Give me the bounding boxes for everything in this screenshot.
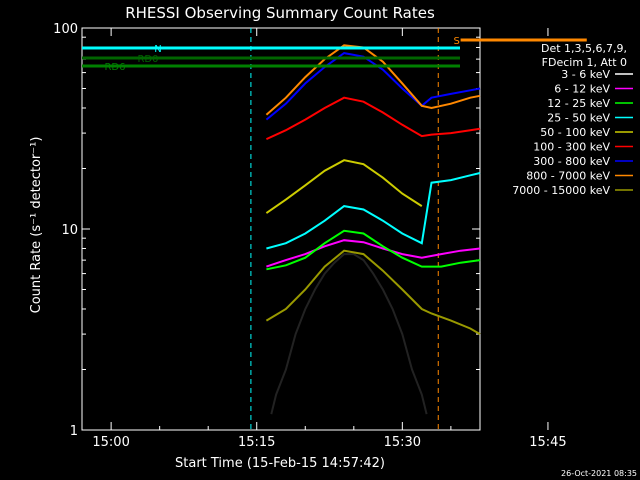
- x-tick-label: 15:45: [529, 435, 566, 450]
- x-tick-label: 15:30: [384, 435, 421, 450]
- y-axis-label: Count Rate (s⁻¹ detector⁻¹): [29, 137, 44, 314]
- legend-entry-label: 100 - 300 keV: [533, 141, 610, 154]
- series-line: [265, 159, 423, 214]
- y-tick-label: 10: [61, 223, 78, 238]
- legend-entry-label: 300 - 800 keV: [533, 155, 610, 168]
- x-axis-label: Start Time (15-Feb-15 14:57:42): [175, 456, 385, 471]
- chart-title: RHESSI Observing Summary Count Rates: [125, 4, 435, 22]
- legend-header-line: FDecim 1, Att 0: [542, 56, 627, 69]
- series-line: [265, 96, 481, 141]
- legend-entry-label: 12 - 25 keV: [547, 97, 610, 110]
- series-line: [266, 229, 481, 271]
- legend-entry-label: 7000 - 15000 keV: [512, 184, 610, 197]
- legend-entry-label: 50 - 100 keV: [540, 126, 610, 139]
- y-tick-label: 100: [53, 22, 78, 37]
- series-line: [265, 52, 481, 121]
- x-tick-label: 15:15: [238, 435, 275, 450]
- flag-label: N: [154, 44, 161, 55]
- generated-timestamp: 26-Oct-2021 08:35: [561, 469, 637, 478]
- legend-header: Det 1,3,5,6,7,9,FDecim 1, Att 0: [541, 42, 627, 69]
- legend-entry-label: 800 - 7000 keV: [526, 170, 610, 183]
- plot-area: 15:0015:1515:3015:4516:0016:1516:3011010…: [53, 22, 587, 450]
- legend-header-line: Det 1,3,5,6,7,9,: [541, 42, 627, 55]
- series-line: [265, 249, 481, 335]
- flag-label: RD0: [137, 54, 158, 65]
- legend-entry-label: 3 - 6 keV: [561, 68, 610, 81]
- legend-entry-label: 6 - 12 keV: [554, 83, 610, 96]
- legend-entry-label: 25 - 50 keV: [547, 112, 610, 125]
- x-tick-label: 15:00: [92, 435, 129, 450]
- series-line: [270, 253, 428, 415]
- series-line: [265, 44, 481, 116]
- series-line: [266, 239, 481, 268]
- flag-label: S: [454, 36, 460, 47]
- flag-label: RD6: [104, 62, 125, 73]
- series-line: [266, 172, 481, 250]
- y-tick-label: 1: [70, 424, 78, 439]
